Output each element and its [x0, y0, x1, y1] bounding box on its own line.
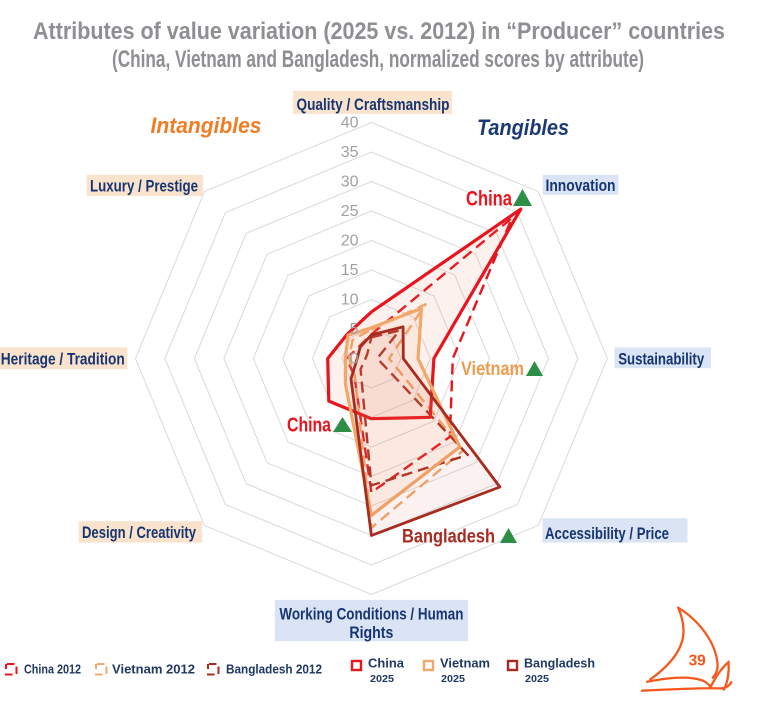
svg-text:Attributes of value variation: Attributes of value variation (2025 vs. …	[33, 18, 725, 45]
svg-text:Working Conditions / Human: Working Conditions / Human	[279, 605, 463, 624]
svg-text:0: 0	[350, 351, 359, 368]
svg-text:Design / Creativity: Design / Creativity	[82, 523, 196, 542]
svg-text:30: 30	[341, 174, 359, 191]
svg-text:Bangladesh: Bangladesh	[524, 657, 595, 671]
svg-text:2025: 2025	[525, 673, 549, 685]
svg-text:5: 5	[350, 321, 359, 338]
svg-text:Accessibility / Price: Accessibility / Price	[545, 524, 669, 543]
svg-text:Bangladesh 2012: Bangladesh 2012	[226, 663, 322, 677]
svg-text:Rights: Rights	[349, 623, 393, 642]
svg-text:Heritage / Tradition: Heritage / Tradition	[1, 350, 125, 369]
svg-text:Vietnam: Vietnam	[461, 359, 524, 380]
svg-text:Intangibles: Intangibles	[151, 113, 262, 138]
svg-text:35: 35	[341, 144, 359, 161]
svg-text:(China, Vietnam and Bangladesh: (China, Vietnam and Bangladesh, normaliz…	[112, 46, 644, 73]
svg-text:Bangladesh: Bangladesh	[402, 527, 495, 548]
svg-text:40: 40	[341, 115, 359, 132]
svg-text:2025: 2025	[370, 673, 394, 685]
svg-text:Sustainability: Sustainability	[618, 350, 704, 369]
svg-text:20: 20	[341, 233, 359, 250]
svg-text:Tangibles: Tangibles	[477, 115, 569, 140]
svg-text:China: China	[368, 657, 405, 671]
svg-text:39: 39	[689, 652, 707, 669]
svg-text:China: China	[466, 188, 512, 211]
svg-text:China 2012: China 2012	[24, 663, 81, 677]
svg-text:Luxury / Prestige: Luxury / Prestige	[90, 176, 198, 195]
svg-text:10: 10	[341, 292, 359, 309]
svg-text:China: China	[287, 415, 332, 437]
svg-text:2025: 2025	[441, 673, 465, 685]
svg-text:Innovation: Innovation	[546, 176, 616, 195]
svg-text:Vietnam: Vietnam	[440, 657, 490, 671]
svg-text:Vietnam 2012: Vietnam 2012	[112, 663, 195, 677]
svg-text:25: 25	[341, 203, 359, 220]
svg-text:15: 15	[341, 262, 359, 279]
svg-text:Quality / Craftsmanship: Quality / Craftsmanship	[297, 95, 450, 114]
